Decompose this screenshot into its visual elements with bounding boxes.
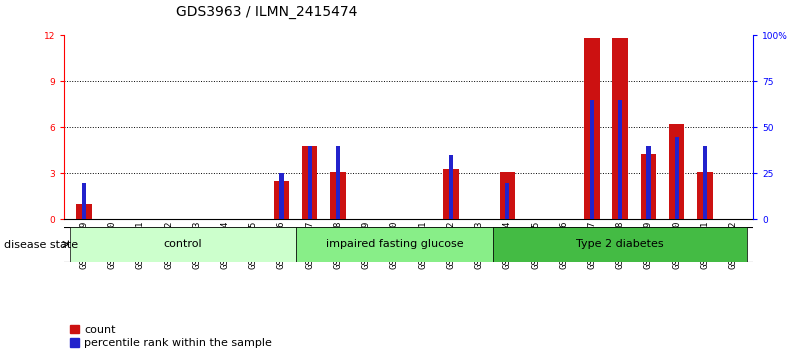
Bar [669, 124, 685, 219]
Bar [336, 146, 340, 219]
Text: control: control [163, 239, 202, 249]
Bar [702, 146, 707, 219]
Legend: count, percentile rank within the sample: count, percentile rank within the sample [70, 325, 272, 348]
Bar [500, 172, 515, 219]
Bar [330, 172, 346, 219]
Bar [590, 100, 594, 219]
Text: GDS3963 / ILMN_2415474: GDS3963 / ILMN_2415474 [176, 5, 357, 19]
Bar [274, 181, 289, 219]
Bar [443, 169, 459, 219]
Bar [618, 100, 622, 219]
Bar [82, 183, 86, 219]
Bar [308, 146, 312, 219]
Bar [641, 154, 656, 219]
Bar [70, 227, 296, 262]
Bar [302, 146, 317, 219]
Bar [280, 173, 284, 219]
Bar [449, 155, 453, 219]
Bar [505, 183, 509, 219]
Bar [584, 39, 600, 219]
Bar [697, 172, 713, 219]
Text: disease state: disease state [4, 240, 78, 250]
Text: Type 2 diabetes: Type 2 diabetes [577, 239, 664, 249]
Bar [613, 39, 628, 219]
Bar [296, 227, 493, 262]
Bar [493, 227, 747, 262]
Bar [646, 146, 650, 219]
Bar [76, 204, 91, 219]
Bar [674, 137, 679, 219]
Text: impaired fasting glucose: impaired fasting glucose [325, 239, 463, 249]
